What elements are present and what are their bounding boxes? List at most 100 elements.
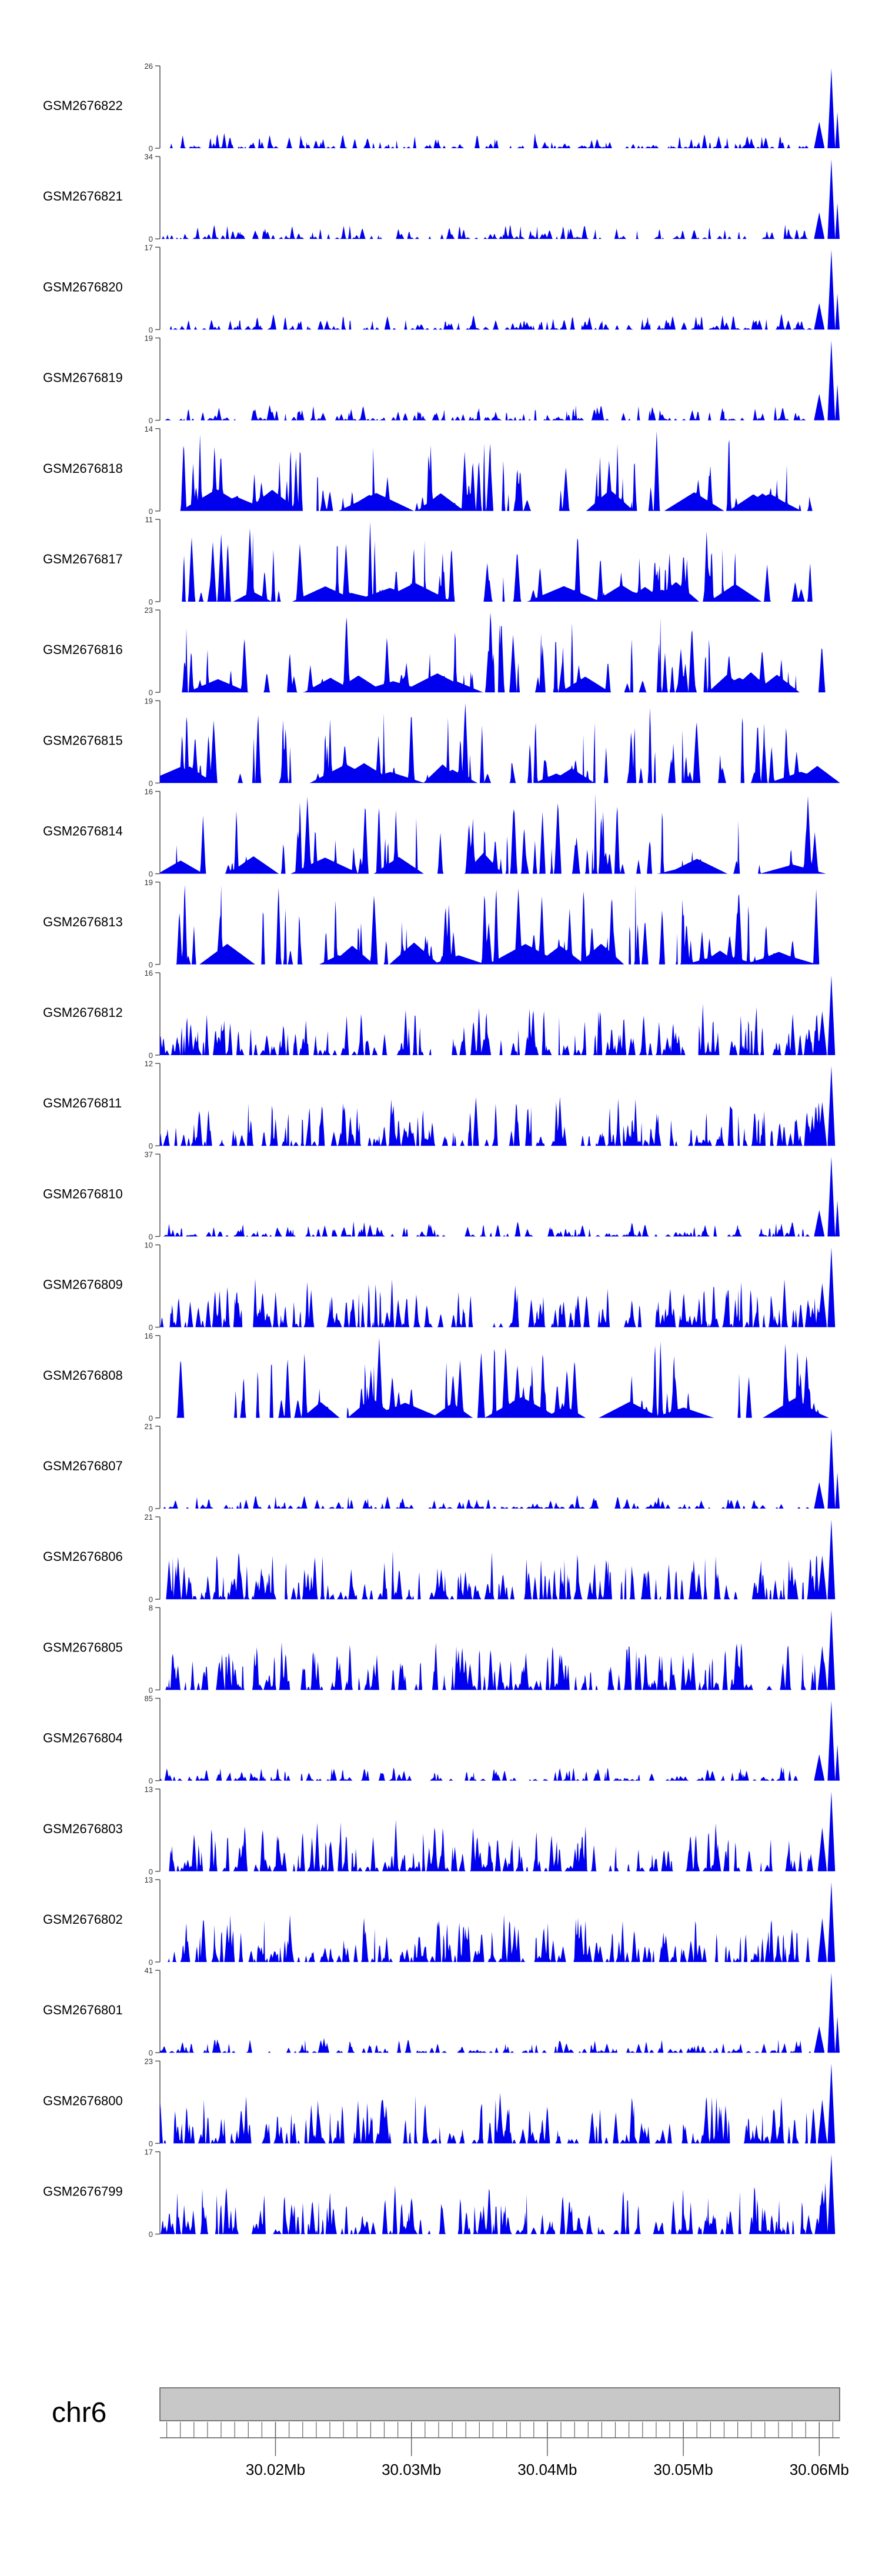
y-min-label: 0 <box>149 144 153 153</box>
track-GSM2676816: GSM2676816 23 0 <box>43 606 840 697</box>
track-label: GSM2676811 <box>43 1096 122 1110</box>
track-GSM2676805: GSM2676805 8 0 <box>43 1603 840 1694</box>
coverage-area <box>160 159 840 239</box>
track-GSM2676807: GSM2676807 21 0 <box>43 1422 840 1513</box>
y-min-label: 0 <box>149 1142 153 1150</box>
y-max-label: 12 <box>145 1059 153 1068</box>
x-tick-label: 30.03Mb <box>382 2461 441 2478</box>
track-GSM2676806: GSM2676806 21 0 <box>43 1513 840 1604</box>
coverage-area <box>160 1247 840 1327</box>
y-min-label: 0 <box>149 2230 153 2239</box>
y-max-label: 21 <box>145 1422 153 1431</box>
track-GSM2676822: GSM2676822 26 0 <box>43 62 840 153</box>
coverage-area <box>160 522 840 602</box>
coverage-area <box>160 1429 840 1509</box>
coverage-area <box>160 884 840 965</box>
y-max-label: 37 <box>145 1150 153 1159</box>
track-GSM2676812: GSM2676812 16 0 <box>43 969 840 1060</box>
y-min-label: 0 <box>149 507 153 516</box>
y-min-label: 0 <box>149 1051 153 1060</box>
coverage-area <box>160 1610 840 1690</box>
track-label: GSM2676820 <box>43 279 123 294</box>
track-GSM2676821: GSM2676821 34 0 <box>43 152 840 243</box>
track-label: GSM2676802 <box>43 1912 123 1927</box>
coverage-area <box>160 975 840 1055</box>
x-tick-label: 30.06Mb <box>790 2461 849 2478</box>
y-min-label: 0 <box>149 1323 153 1332</box>
y-max-label: 19 <box>145 878 153 887</box>
y-max-label: 21 <box>145 1513 153 1521</box>
track-label: GSM2676805 <box>43 1640 123 1654</box>
coverage-area <box>160 1882 840 1962</box>
track-GSM2676808: GSM2676808 16 0 <box>43 1332 840 1423</box>
track-GSM2676813: GSM2676813 19 0 <box>43 878 840 969</box>
track-GSM2676814: GSM2676814 16 0 <box>43 788 840 879</box>
y-max-label: 8 <box>149 1603 153 1612</box>
track-label: GSM2676809 <box>43 1277 123 1292</box>
coverage-area <box>160 249 840 330</box>
track-GSM2676800: GSM2676800 23 0 <box>43 2057 840 2148</box>
track-label: GSM2676822 <box>43 98 123 113</box>
track-label: GSM2676807 <box>43 1459 123 1473</box>
track-GSM2676820: GSM2676820 17 0 <box>43 243 840 334</box>
track-label: GSM2676808 <box>43 1368 123 1383</box>
y-max-label: 11 <box>145 515 153 524</box>
track-GSM2676809: GSM2676809 10 0 <box>43 1241 840 1332</box>
track-label: GSM2676804 <box>43 1731 123 1746</box>
track-label: GSM2676816 <box>43 642 123 657</box>
y-min-label: 0 <box>149 416 153 425</box>
track-GSM2676819: GSM2676819 19 0 <box>43 334 840 425</box>
y-min-label: 0 <box>149 2139 153 2148</box>
y-max-label: 26 <box>145 62 153 71</box>
y-min-label: 0 <box>149 1777 153 1786</box>
track-GSM2676811: GSM2676811 12 0 <box>43 1059 840 1150</box>
track-label: GSM2676815 <box>43 733 123 748</box>
y-min-label: 0 <box>149 1232 153 1241</box>
coverage-area <box>160 1519 840 1600</box>
x-tick-label: 30.04Mb <box>517 2461 577 2478</box>
y-max-label: 17 <box>145 2148 153 2157</box>
x-tick-label: 30.02Mb <box>246 2461 305 2478</box>
coverage-area <box>160 340 840 421</box>
y-min-label: 0 <box>149 1504 153 1513</box>
track-label: GSM2676812 <box>43 1005 123 1020</box>
track-label: GSM2676810 <box>43 1186 123 1201</box>
track-GSM2676818: GSM2676818 14 0 <box>43 425 840 516</box>
track-label: GSM2676813 <box>43 915 123 929</box>
y-max-label: 19 <box>145 334 153 343</box>
coverage-area <box>160 1156 840 1237</box>
coverage-area <box>160 793 840 874</box>
track-GSM2676802: GSM2676802 13 0 <box>43 1876 840 1967</box>
chromosome-ideogram: chr6 30.02Mb 30.03Mb 30.04Mb 30.05Mb 30.06Mb <box>52 2387 849 2478</box>
track-GSM2676801: GSM2676801 41 0 <box>43 1966 840 2057</box>
track-label: GSM2676803 <box>43 1821 123 1836</box>
track-GSM2676799: GSM2676799 17 0 <box>43 2148 840 2239</box>
coverage-area <box>160 2154 840 2234</box>
track-GSM2676810: GSM2676810 37 0 <box>43 1150 840 1241</box>
y-min-label: 0 <box>149 870 153 879</box>
track-GSM2676803: GSM2676803 13 0 <box>43 1785 840 1876</box>
track-label: GSM2676817 <box>43 552 123 566</box>
y-max-label: 41 <box>145 1966 153 1975</box>
tracks-layer: GSM2676822260GSM2676821340GSM2676820170G… <box>43 62 840 2239</box>
coverage-area <box>160 612 840 693</box>
y-min-label: 0 <box>149 1595 153 1604</box>
coverage-area <box>160 1791 840 1871</box>
y-max-label: 34 <box>145 152 153 161</box>
y-max-label: 85 <box>145 1694 153 1703</box>
y-min-label: 0 <box>149 779 153 788</box>
y-min-label: 0 <box>149 598 153 606</box>
y-max-label: 10 <box>145 1241 153 1250</box>
track-label: GSM2676799 <box>43 2184 123 2199</box>
x-tick-label: 30.05Mb <box>654 2461 713 2478</box>
track-GSM2676817: GSM2676817 11 0 <box>43 515 840 606</box>
y-min-label: 0 <box>149 2048 153 2057</box>
coverage-area <box>160 68 840 148</box>
track-label: GSM2676819 <box>43 371 123 385</box>
y-max-label: 13 <box>145 1785 153 1794</box>
y-min-label: 0 <box>149 325 153 334</box>
coverage-area <box>160 1973 840 2053</box>
coverage-area <box>160 431 840 511</box>
chromosome-bar <box>159 2387 840 2421</box>
